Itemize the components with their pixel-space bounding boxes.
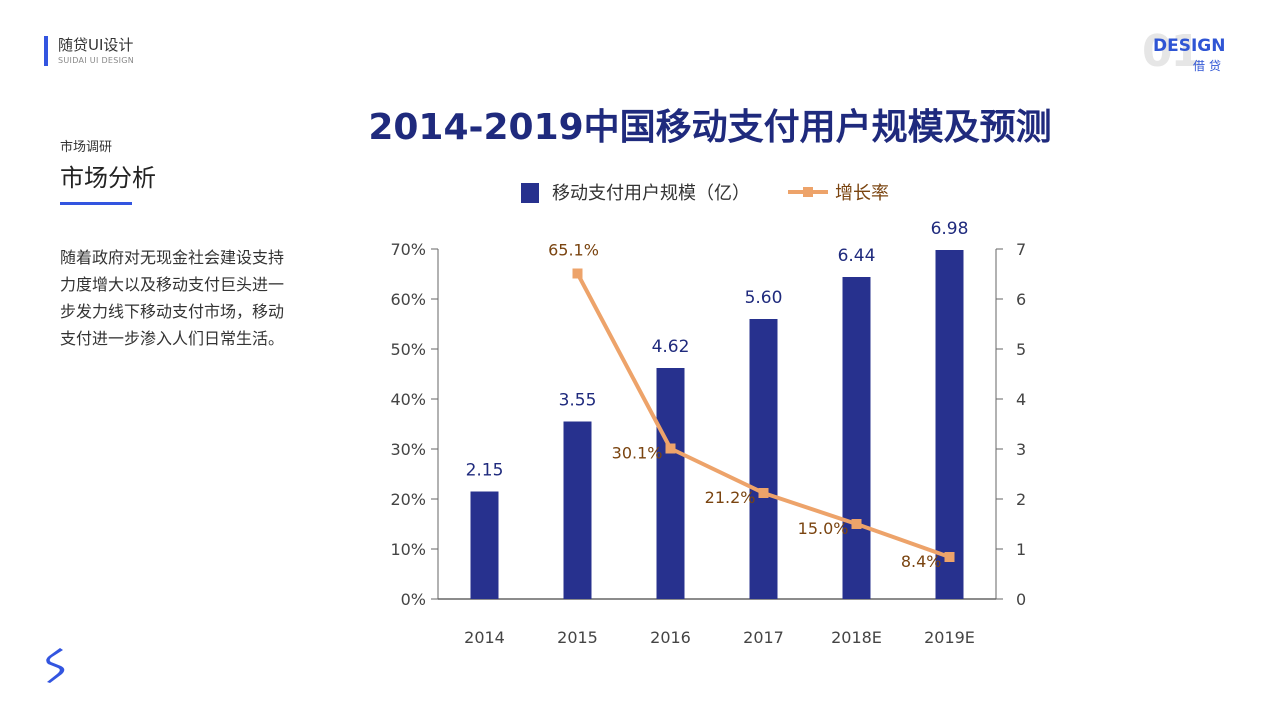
left-axis-tick-label: 40% xyxy=(390,390,426,409)
right-axis-tick-label: 0 xyxy=(1016,590,1026,609)
bar xyxy=(842,277,871,599)
brand-title: 随贷UI设计 xyxy=(58,36,134,54)
legend-bar-swatch xyxy=(521,183,539,203)
right-axis-tick-label: 3 xyxy=(1016,440,1026,459)
bar xyxy=(470,491,499,599)
legend: 移动支付用户规模（亿） 增长率 xyxy=(521,183,889,204)
x-tick-label: 2019E xyxy=(924,628,975,647)
x-tick-label: 2016 xyxy=(650,628,691,647)
x-axis-labels: 2014 2015 2016 2017 2018E 2019E xyxy=(464,628,975,647)
legend-bar-label: 移动支付用户规模（亿） xyxy=(552,183,750,204)
section-underline xyxy=(60,202,132,205)
bar-labels: 2.15 3.55 4.62 5.60 6.44 6.98 xyxy=(466,219,969,481)
design-label: DESIGN xyxy=(1153,36,1226,56)
brand-subtitle: SUIDAI UI DESIGN xyxy=(58,56,135,65)
bars xyxy=(470,250,964,599)
right-axis-tick-label: 6 xyxy=(1016,290,1026,309)
growth-point xyxy=(665,443,676,454)
right-axis-tick-label: 1 xyxy=(1016,540,1026,559)
x-tick-label: 2018E xyxy=(831,628,882,647)
growth-labels: 65.1% 30.1% 21.2% 15.0% 8.4% xyxy=(548,241,941,572)
left-axis-tick-label: 60% xyxy=(390,290,426,309)
legend-line-label: 增长率 xyxy=(835,183,889,204)
left-axis-tick-label: 50% xyxy=(390,340,426,359)
left-axis-tick-label: 20% xyxy=(390,490,426,509)
right-axis-tick-label: 2 xyxy=(1016,490,1026,509)
bar xyxy=(656,368,685,599)
section-title: 市场分析 xyxy=(60,164,156,192)
chart-title: 2014-2019中国移动支付用户规模及预测 xyxy=(368,107,1051,148)
section-kicker: 市场调研 xyxy=(60,140,113,155)
bar-value-label: 6.98 xyxy=(931,219,969,239)
growth-value-label: 65.1% xyxy=(548,241,599,260)
growth-point xyxy=(758,488,769,498)
growth-value-label: 15.0% xyxy=(798,519,849,538)
growth-value-label: 30.1% xyxy=(612,444,663,463)
brand-logo-icon xyxy=(46,648,65,683)
page-number: 01 xyxy=(1142,26,1201,77)
bar-value-label: 2.15 xyxy=(466,461,504,481)
growth-line-layer xyxy=(572,268,955,562)
brand-accent-bar xyxy=(44,36,48,66)
growth-value-label: 8.4% xyxy=(901,552,942,571)
bar-value-label: 5.60 xyxy=(745,288,783,308)
left-axis-tick-label: 0% xyxy=(401,590,426,609)
bar-value-label: 4.62 xyxy=(652,337,690,357)
left-axis-tick-label: 70% xyxy=(390,240,426,259)
axes: 0% 10% 20% 30% 40% 50% 60% 70% 0 1 2 3 4 5 6 7 xyxy=(390,240,1026,609)
growth-point xyxy=(851,519,862,529)
bar xyxy=(749,319,778,599)
right-axis-tick-label: 7 xyxy=(1016,240,1026,259)
right-axis-tick-label: 5 xyxy=(1016,340,1026,359)
left-axis-tick-label: 10% xyxy=(390,540,426,559)
design-cn-label: 借贷 xyxy=(1193,59,1226,73)
x-tick-label: 2014 xyxy=(464,628,505,647)
growth-point xyxy=(572,268,583,279)
section-body: 随着政府对无现金社会建设支持力度增大以及移动支付巨头进一步发力线下移动支付市场，… xyxy=(60,248,285,348)
x-tick-label: 2015 xyxy=(557,628,598,647)
right-axis-tick-label: 4 xyxy=(1016,390,1026,409)
bar-value-label: 6.44 xyxy=(838,246,876,266)
growth-value-label: 21.2% xyxy=(705,488,756,507)
chart: 2014-2019中国移动支付用户规模及预测 移动支付用户规模（亿） 增长率 0… xyxy=(368,107,1051,647)
bar xyxy=(935,250,964,599)
x-tick-label: 2017 xyxy=(743,628,784,647)
growth-point xyxy=(944,552,955,562)
bar-value-label: 3.55 xyxy=(559,391,597,411)
bar xyxy=(563,421,592,599)
legend-line-marker xyxy=(803,187,813,197)
left-axis-tick-label: 30% xyxy=(390,440,426,459)
